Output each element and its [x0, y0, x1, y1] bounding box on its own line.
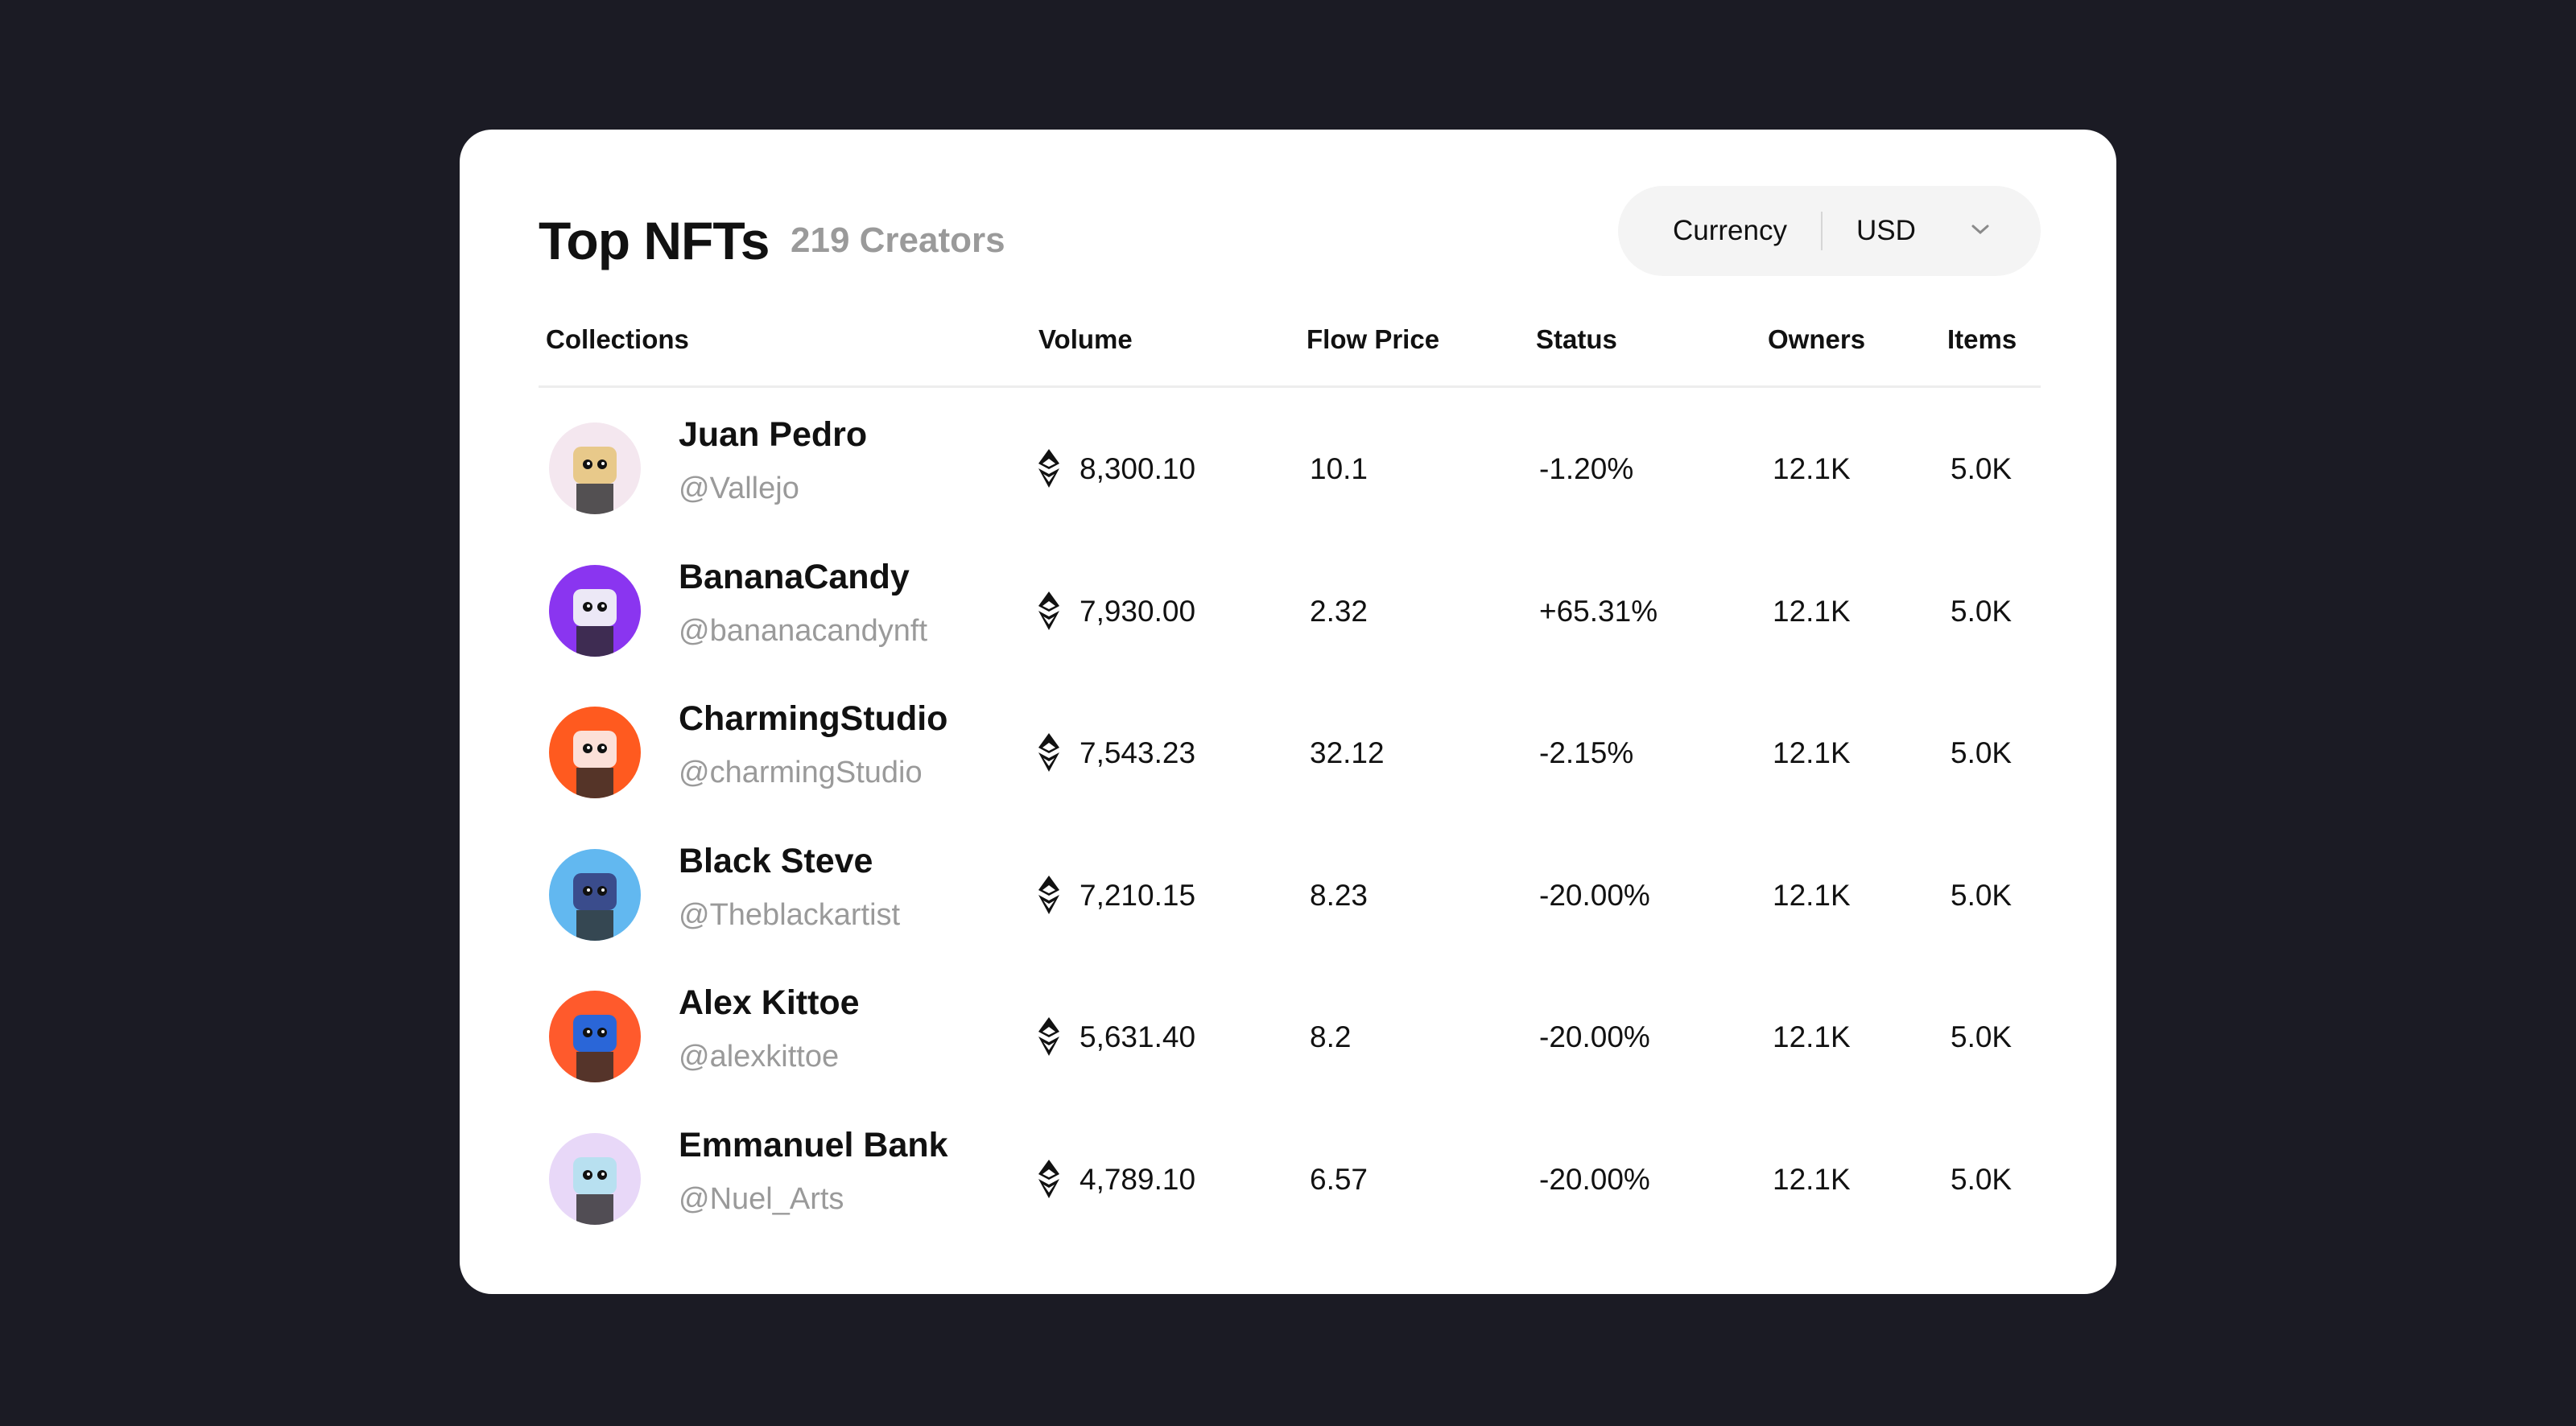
avatar — [549, 707, 641, 798]
eth-icon — [1038, 591, 1059, 630]
avatar — [549, 991, 641, 1082]
column-header: Flow Price — [1307, 324, 1440, 354]
avatar — [549, 564, 641, 657]
flow-price: 8.2 — [1310, 1020, 1352, 1053]
volume: 7,930.00 — [1080, 594, 1196, 628]
collection-name: Alex Kittoe — [679, 983, 860, 1022]
eth-icon — [1038, 449, 1059, 488]
table-row: BananaCandy @bananacandynft 7,930.00 2.32 +6… — [460, 540, 2116, 682]
collection-name: CharmingStudio — [679, 699, 948, 738]
owners: 12.1K — [1773, 452, 1851, 485]
avatar — [549, 1132, 641, 1225]
collection-handle: @charmingStudio — [679, 756, 923, 789]
items: 5.0K — [1951, 736, 2013, 769]
owners: 12.1K — [1773, 736, 1851, 769]
status: -20.00% — [1539, 1020, 1650, 1053]
table-row: Juan Pedro @Vallejo 8,300.10 10.1 -1.20% 12.1… — [460, 398, 2116, 539]
eth-icon — [1038, 733, 1059, 772]
collection-name: Emmanuel Bank — [679, 1125, 948, 1164]
eth-icon — [1038, 1017, 1059, 1056]
items: 5.0K — [1951, 1162, 2013, 1196]
status: -1.20% — [1539, 452, 1634, 485]
avatar — [549, 422, 641, 514]
table-row: Black Steve @Theblackartist 7,210.15 8.23 -2… — [460, 824, 2116, 966]
subtitle: 219 Creators — [791, 220, 1005, 260]
currency-label: Currency — [1673, 215, 1787, 246]
collection-handle: @Theblackartist — [679, 897, 901, 932]
eth-icon — [1038, 1159, 1059, 1198]
owners: 12.1K — [1773, 878, 1851, 912]
volume: 8,300.10 — [1080, 452, 1196, 485]
flow-price: 6.57 — [1310, 1162, 1368, 1196]
collection-handle: @alexkittoe — [679, 1040, 840, 1074]
volume: 5,631.40 — [1080, 1020, 1196, 1053]
collection-name: Black Steve — [679, 841, 873, 880]
table-row: CharmingStudio @charmingStudio 7,543.23 32.… — [460, 682, 2116, 823]
chevron-icon — [1971, 225, 1989, 235]
items: 5.0K — [1951, 452, 2013, 485]
divider — [1821, 212, 1823, 250]
currency-value: USD — [1856, 215, 1916, 246]
flow-price: 2.32 — [1310, 594, 1368, 628]
items: 5.0K — [1951, 878, 2013, 912]
title: Top NFTs — [539, 211, 770, 270]
collection-handle: @bananacandynft — [679, 613, 928, 648]
owners: 12.1K — [1773, 1020, 1851, 1053]
header-divider — [539, 385, 2041, 388]
status: -20.00% — [1539, 1162, 1650, 1196]
collection-name: BananaCandy — [679, 557, 910, 596]
flow-price: 32.12 — [1310, 736, 1385, 769]
status: +65.31% — [1539, 594, 1658, 628]
nft-card: Top NFTs 219 Creators Currency USD Colle… — [460, 130, 2116, 1294]
volume: 4,789.10 — [1080, 1162, 1196, 1196]
column-header: Collections — [546, 324, 689, 354]
status: -2.15% — [1539, 736, 1634, 769]
volume: 7,210.15 — [1080, 878, 1196, 912]
column-header: Owners — [1768, 324, 1866, 354]
owners: 12.1K — [1773, 1162, 1851, 1196]
flow-price: 10.1 — [1310, 452, 1368, 485]
collection-handle: @Nuel_Arts — [679, 1181, 844, 1216]
collection-handle: @Vallejo — [679, 472, 799, 505]
items: 5.0K — [1951, 1020, 2013, 1053]
eth-icon — [1038, 875, 1059, 914]
items: 5.0K — [1951, 594, 2013, 628]
column-header: Items — [1947, 324, 2017, 354]
volume: 7,543.23 — [1080, 736, 1196, 769]
owners: 12.1K — [1773, 594, 1851, 628]
column-header: Volume — [1038, 324, 1133, 354]
collection-name: Juan Pedro — [679, 415, 868, 454]
table-row: Alex Kittoe @alexkittoe 5,631.40 8.2 -20.00%… — [460, 966, 2116, 1107]
flow-price: 8.23 — [1310, 878, 1368, 912]
avatar — [549, 848, 641, 941]
table-row: Emmanuel Bank @Nuel_Arts 4,789.10 6.57 -20.0… — [460, 1108, 2116, 1250]
currency-select[interactable]: Currency USD — [1618, 186, 2041, 276]
status: -20.00% — [1539, 878, 1650, 912]
column-header: Status — [1536, 324, 1617, 354]
